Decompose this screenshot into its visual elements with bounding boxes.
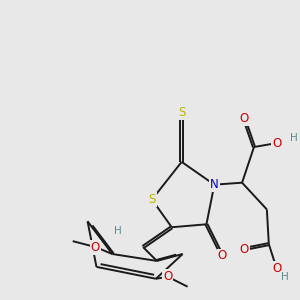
- Text: O: O: [272, 262, 281, 275]
- Text: H: H: [114, 226, 122, 236]
- Text: S: S: [178, 106, 185, 119]
- Text: O: O: [218, 250, 227, 262]
- Text: O: O: [91, 241, 100, 254]
- Text: O: O: [239, 243, 249, 256]
- Text: S: S: [148, 193, 156, 206]
- Text: O: O: [239, 112, 249, 125]
- Text: H: H: [290, 133, 297, 143]
- Text: O: O: [272, 136, 281, 150]
- Text: O: O: [163, 270, 172, 283]
- Text: N: N: [210, 178, 219, 191]
- Text: H: H: [281, 272, 289, 282]
